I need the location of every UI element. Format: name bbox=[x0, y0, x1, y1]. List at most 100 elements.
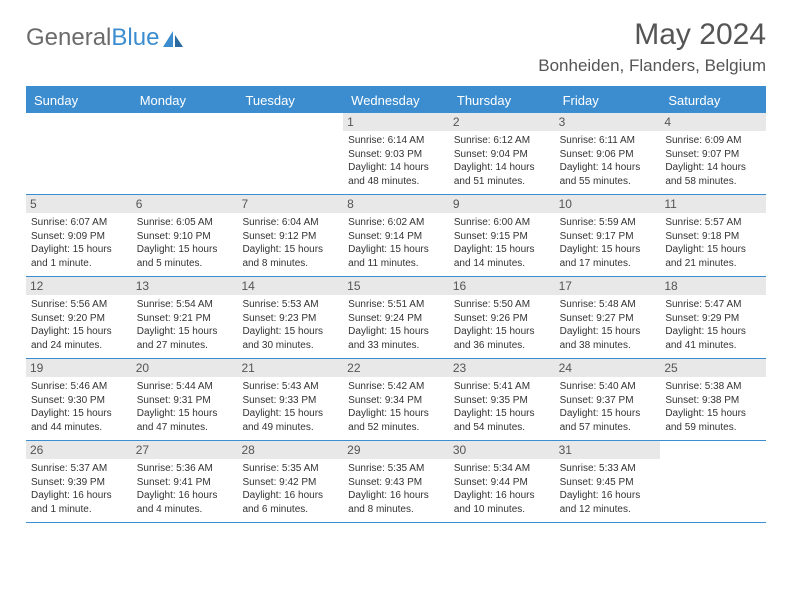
day-info: Sunrise: 5:50 AMSunset: 9:26 PMDaylight:… bbox=[454, 298, 550, 352]
day-info: Sunrise: 5:34 AMSunset: 9:44 PMDaylight:… bbox=[454, 462, 550, 516]
day-cell: 31 Sunrise: 5:33 AMSunset: 9:45 PMDayligh… bbox=[555, 441, 661, 522]
sunset-text: Sunset: 9:35 PM bbox=[454, 394, 550, 408]
column-header: Wednesday bbox=[343, 88, 449, 113]
sunrise-text: Sunrise: 6:04 AM bbox=[242, 216, 338, 230]
sunrise-text: Sunrise: 5:57 AM bbox=[665, 216, 761, 230]
sunset-text: Sunset: 9:38 PM bbox=[665, 394, 761, 408]
sunrise-text: Sunrise: 5:47 AM bbox=[665, 298, 761, 312]
day-info: Sunrise: 6:07 AMSunset: 9:09 PMDaylight:… bbox=[31, 216, 127, 270]
day-info: Sunrise: 5:47 AMSunset: 9:29 PMDaylight:… bbox=[665, 298, 761, 352]
sunset-text: Sunset: 9:45 PM bbox=[560, 476, 656, 490]
daylight-text: Daylight: 15 hours and 49 minutes. bbox=[242, 407, 338, 434]
day-info: Sunrise: 5:37 AMSunset: 9:39 PMDaylight:… bbox=[31, 462, 127, 516]
sunset-text: Sunset: 9:41 PM bbox=[137, 476, 233, 490]
day-number: 28 bbox=[237, 441, 343, 459]
day-number: 15 bbox=[343, 277, 449, 295]
sunrise-text: Sunrise: 5:54 AM bbox=[137, 298, 233, 312]
day-number: 8 bbox=[343, 195, 449, 213]
sunrise-text: Sunrise: 5:37 AM bbox=[31, 462, 127, 476]
day-cell: 24Sunrise: 5:40 AMSunset: 9:37 PMDayligh… bbox=[555, 359, 661, 440]
sunset-text: Sunset: 9:15 PM bbox=[454, 230, 550, 244]
daylight-text: Daylight: 15 hours and 17 minutes. bbox=[560, 243, 656, 270]
sunrise-text: Sunrise: 5:51 AM bbox=[348, 298, 444, 312]
day-cell: . bbox=[237, 113, 343, 194]
daylight-text: Daylight: 16 hours and 4 minutes. bbox=[137, 489, 233, 516]
day-cell: 4Sunrise: 6:09 AMSunset: 9:07 PMDaylight… bbox=[660, 113, 766, 194]
daylight-text: Daylight: 15 hours and 38 minutes. bbox=[560, 325, 656, 352]
day-info: Sunrise: 5:46 AMSunset: 9:30 PMDaylight:… bbox=[31, 380, 127, 434]
sunset-text: Sunset: 9:39 PM bbox=[31, 476, 127, 490]
day-info: Sunrise: 5:41 AMSunset: 9:35 PMDaylight:… bbox=[454, 380, 550, 434]
day-cell: 30 Sunrise: 5:34 AMSunset: 9:44 PMDayligh… bbox=[449, 441, 555, 522]
day-number: 25 bbox=[660, 359, 766, 377]
day-cell: 1Sunrise: 6:14 AMSunset: 9:03 PMDaylight… bbox=[343, 113, 449, 194]
day-info: Sunrise: 6:12 AMSunset: 9:04 PMDaylight:… bbox=[454, 134, 550, 188]
day-number: 4 bbox=[660, 113, 766, 131]
day-number: 10 bbox=[555, 195, 661, 213]
day-info: Sunrise: 5:59 AMSunset: 9:17 PMDaylight:… bbox=[560, 216, 656, 270]
daylight-text: Daylight: 15 hours and 44 minutes. bbox=[31, 407, 127, 434]
sunset-text: Sunset: 9:24 PM bbox=[348, 312, 444, 326]
column-header: Thursday bbox=[449, 88, 555, 113]
sunset-text: Sunset: 9:06 PM bbox=[560, 148, 656, 162]
daylight-text: Daylight: 15 hours and 33 minutes. bbox=[348, 325, 444, 352]
sail-icon bbox=[162, 30, 184, 48]
day-cell: 16Sunrise: 5:50 AMSunset: 9:26 PMDayligh… bbox=[449, 277, 555, 358]
daylight-text: Daylight: 16 hours and 1 minute. bbox=[31, 489, 127, 516]
day-info: Sunrise: 5:53 AMSunset: 9:23 PMDaylight:… bbox=[242, 298, 338, 352]
day-cell: . bbox=[660, 441, 766, 522]
day-number: 14 bbox=[237, 277, 343, 295]
day-info: Sunrise: 5:33 AMSunset: 9:45 PMDaylight:… bbox=[560, 462, 656, 516]
day-info: Sunrise: 5:43 AMSunset: 9:33 PMDaylight:… bbox=[242, 380, 338, 434]
sunset-text: Sunset: 9:09 PM bbox=[31, 230, 127, 244]
day-cell: . bbox=[132, 113, 238, 194]
day-cell: 25Sunrise: 5:38 AMSunset: 9:38 PMDayligh… bbox=[660, 359, 766, 440]
day-cell: 18 Sunrise: 5:47 AMSunset: 9:29 PMDayligh… bbox=[660, 277, 766, 358]
day-number: 7 bbox=[237, 195, 343, 213]
sunset-text: Sunset: 9:29 PM bbox=[665, 312, 761, 326]
day-number: 12 bbox=[26, 277, 132, 295]
sunset-text: Sunset: 9:26 PM bbox=[454, 312, 550, 326]
day-cell: 28 Sunrise: 5:35 AMSunset: 9:42 PMDayligh… bbox=[237, 441, 343, 522]
day-cell: 2Sunrise: 6:12 AMSunset: 9:04 PMDaylight… bbox=[449, 113, 555, 194]
day-number: 22 bbox=[343, 359, 449, 377]
day-cell: 5Sunrise: 6:07 AMSunset: 9:09 PMDaylight… bbox=[26, 195, 132, 276]
day-cell: 20Sunrise: 5:44 AMSunset: 9:31 PMDayligh… bbox=[132, 359, 238, 440]
sunset-text: Sunset: 9:30 PM bbox=[31, 394, 127, 408]
day-info: Sunrise: 5:56 AMSunset: 9:20 PMDaylight:… bbox=[31, 298, 127, 352]
day-cell: 10 Sunrise: 5:59 AMSunset: 9:17 PMDayligh… bbox=[555, 195, 661, 276]
daylight-text: Daylight: 15 hours and 30 minutes. bbox=[242, 325, 338, 352]
day-info: Sunrise: 5:44 AMSunset: 9:31 PMDaylight:… bbox=[137, 380, 233, 434]
day-info: Sunrise: 5:35 AMSunset: 9:42 PMDaylight:… bbox=[242, 462, 338, 516]
day-number: 27 bbox=[132, 441, 238, 459]
day-info: Sunrise: 5:48 AMSunset: 9:27 PMDaylight:… bbox=[560, 298, 656, 352]
day-number: 9 bbox=[449, 195, 555, 213]
daylight-text: Daylight: 14 hours and 55 minutes. bbox=[560, 161, 656, 188]
day-number: 1 bbox=[343, 113, 449, 131]
sunrise-text: Sunrise: 5:35 AM bbox=[242, 462, 338, 476]
daylight-text: Daylight: 15 hours and 8 minutes. bbox=[242, 243, 338, 270]
day-number: 24 bbox=[555, 359, 661, 377]
day-cell: . bbox=[26, 113, 132, 194]
sunrise-text: Sunrise: 5:59 AM bbox=[560, 216, 656, 230]
daylight-text: Daylight: 15 hours and 36 minutes. bbox=[454, 325, 550, 352]
sunset-text: Sunset: 9:10 PM bbox=[137, 230, 233, 244]
sunrise-text: Sunrise: 5:50 AM bbox=[454, 298, 550, 312]
logo: GeneralBlue bbox=[26, 24, 184, 52]
sunset-text: Sunset: 9:27 PM bbox=[560, 312, 656, 326]
day-number: 31 bbox=[555, 441, 661, 459]
sunset-text: Sunset: 9:21 PM bbox=[137, 312, 233, 326]
day-info: Sunrise: 6:11 AMSunset: 9:06 PMDaylight:… bbox=[560, 134, 656, 188]
sunrise-text: Sunrise: 5:46 AM bbox=[31, 380, 127, 394]
daylight-text: Daylight: 15 hours and 5 minutes. bbox=[137, 243, 233, 270]
day-info: Sunrise: 5:51 AMSunset: 9:24 PMDaylight:… bbox=[348, 298, 444, 352]
day-cell: 6Sunrise: 6:05 AMSunset: 9:10 PMDaylight… bbox=[132, 195, 238, 276]
week-row: 26Sunrise: 5:37 AMSunset: 9:39 PMDayligh… bbox=[26, 441, 766, 523]
day-number: 30 bbox=[449, 441, 555, 459]
sunset-text: Sunset: 9:43 PM bbox=[348, 476, 444, 490]
sunset-text: Sunset: 9:31 PM bbox=[137, 394, 233, 408]
day-number: 18 bbox=[660, 277, 766, 295]
day-info: Sunrise: 5:36 AMSunset: 9:41 PMDaylight:… bbox=[137, 462, 233, 516]
sunset-text: Sunset: 9:18 PM bbox=[665, 230, 761, 244]
week-row: 5Sunrise: 6:07 AMSunset: 9:09 PMDaylight… bbox=[26, 195, 766, 277]
